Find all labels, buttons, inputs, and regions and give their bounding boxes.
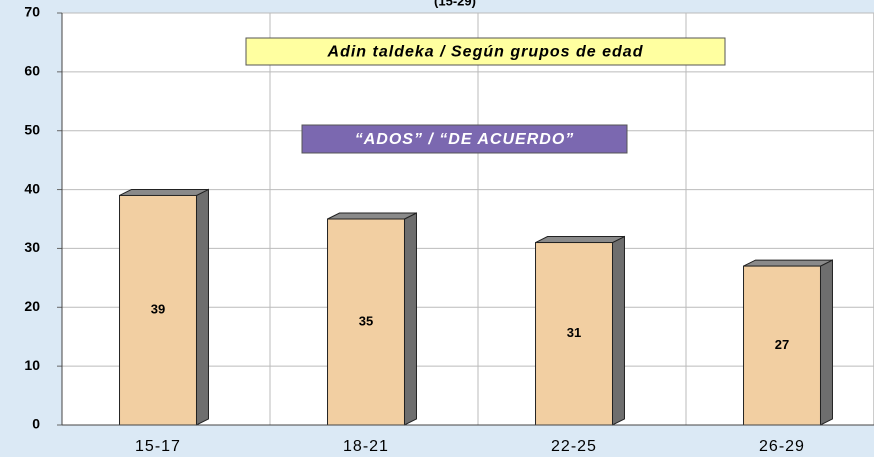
y-tick-label: 50 <box>24 121 40 137</box>
bar-top <box>119 188 209 196</box>
x-tick-label: 15-17 <box>135 438 181 455</box>
x-tick-label: 26-29 <box>759 438 805 455</box>
bar-side <box>819 259 833 426</box>
chart-title: (15-29) <box>434 0 476 8</box>
bar <box>743 265 821 426</box>
y-tick-label: 60 <box>24 63 40 79</box>
bar-top <box>535 236 625 244</box>
bar-top <box>743 259 833 267</box>
y-tick-label: 0 <box>32 416 40 432</box>
y-tick-label: 40 <box>24 180 40 196</box>
bar-side <box>195 188 209 426</box>
y-tick-label: 70 <box>24 4 40 20</box>
data-label: 35 <box>359 313 373 328</box>
bar <box>535 242 613 426</box>
y-tick-label: 30 <box>24 239 40 255</box>
annotation-box <box>245 37 726 66</box>
x-tick-label: 18-21 <box>343 438 389 455</box>
annotation: “ADOS” / “DE ACUERDO” <box>355 131 575 148</box>
data-label: 39 <box>151 302 165 317</box>
data-label: 31 <box>567 325 581 340</box>
bar <box>327 218 405 426</box>
annotation: Adin taldeka / Según grupos de edad <box>327 44 644 61</box>
bar-side <box>611 235 625 426</box>
y-tick-label: 20 <box>24 298 40 314</box>
annotation-box <box>301 124 628 154</box>
data-label: 27 <box>775 337 789 352</box>
y-tick-label: 10 <box>24 357 40 373</box>
bar-top <box>327 212 417 220</box>
x-tick-label: 22-25 <box>551 438 597 455</box>
bar-side <box>403 212 417 426</box>
